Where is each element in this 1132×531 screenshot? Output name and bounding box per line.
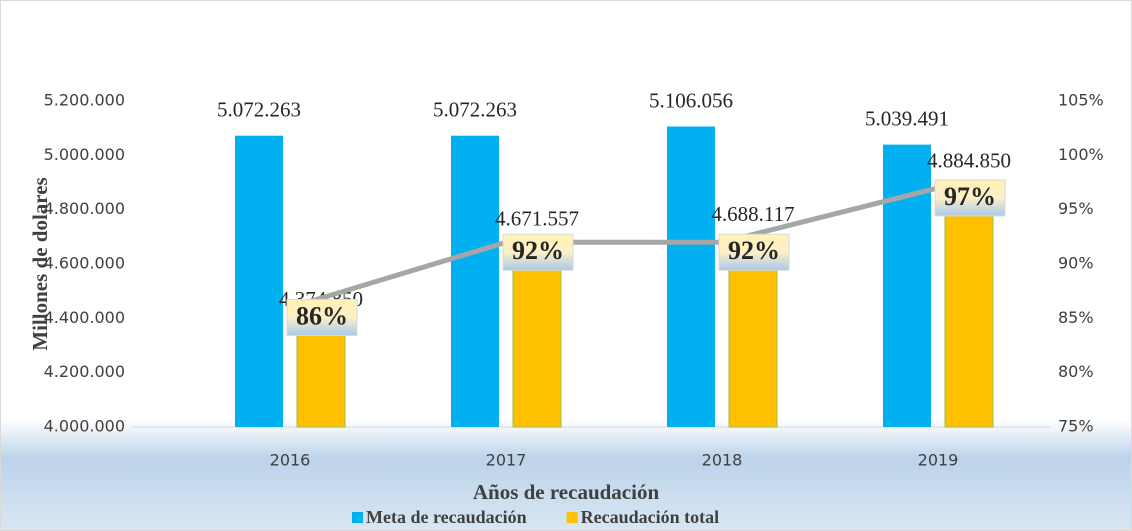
data-label: 5.072.263 xyxy=(217,98,301,122)
pct-label-box xyxy=(286,298,358,336)
data-label: 5.106.056 xyxy=(649,88,733,112)
pct-label-box xyxy=(934,179,1006,217)
legend-swatch xyxy=(566,512,578,523)
pct-label-box xyxy=(718,233,790,271)
bar xyxy=(235,135,283,427)
x-tick-label: 2018 xyxy=(702,451,743,470)
bar xyxy=(883,144,931,427)
pct-label: 97% xyxy=(944,182,996,211)
bottom-band xyxy=(1,420,1131,530)
y2-tick-label: 90% xyxy=(1058,254,1094,273)
x-tick-label: 2016 xyxy=(270,451,311,470)
bar xyxy=(728,239,778,428)
pct-label-box xyxy=(502,233,574,271)
pct-label: 86% xyxy=(296,301,348,330)
y2-tick-label: 95% xyxy=(1058,199,1094,218)
y2-tick-label: 85% xyxy=(1058,308,1094,327)
y2-tick-label: 80% xyxy=(1058,362,1094,381)
x-tick-label: 2019 xyxy=(918,451,959,470)
legend-swatch xyxy=(352,512,363,523)
line xyxy=(289,185,939,310)
bar xyxy=(296,324,346,428)
y2-tick-label: 100% xyxy=(1058,145,1104,164)
y2-tick-label: 75% xyxy=(1058,417,1094,436)
pct-label: 92% xyxy=(512,236,564,265)
x-tick-label: 2017 xyxy=(486,451,527,470)
bar xyxy=(667,126,715,427)
bar xyxy=(451,135,499,427)
y-tick-label: 4.600.000 xyxy=(44,254,125,273)
data-label: 4.884.850 xyxy=(927,148,1011,172)
y-tick-label: 4.200.000 xyxy=(44,362,125,381)
y-tick-label: 4.800.000 xyxy=(44,199,125,218)
legend-label: Recaudación total xyxy=(581,507,720,527)
y-tick-label: 4.400.000 xyxy=(44,308,125,327)
y-tick-label: 5.200.000 xyxy=(44,91,125,110)
bar xyxy=(512,244,562,428)
data-label: 4.688.117 xyxy=(711,202,794,226)
y-axis-title: Millones de dolares xyxy=(28,177,52,350)
x-axis-title: Años de recaudación xyxy=(473,480,660,504)
pct-label: 92% xyxy=(728,236,780,265)
data-label: 4.671.557 xyxy=(495,206,579,230)
y-tick-label: 4.000.000 xyxy=(44,417,125,436)
bar xyxy=(944,186,994,428)
data-label: 5.039.491 xyxy=(865,106,949,130)
legend-label: Meta de recaudación xyxy=(366,507,527,527)
y-tick-label: 5.000.000 xyxy=(44,145,125,164)
data-label: 5.072.263 xyxy=(433,98,517,122)
y2-tick-label: 105% xyxy=(1058,91,1104,110)
